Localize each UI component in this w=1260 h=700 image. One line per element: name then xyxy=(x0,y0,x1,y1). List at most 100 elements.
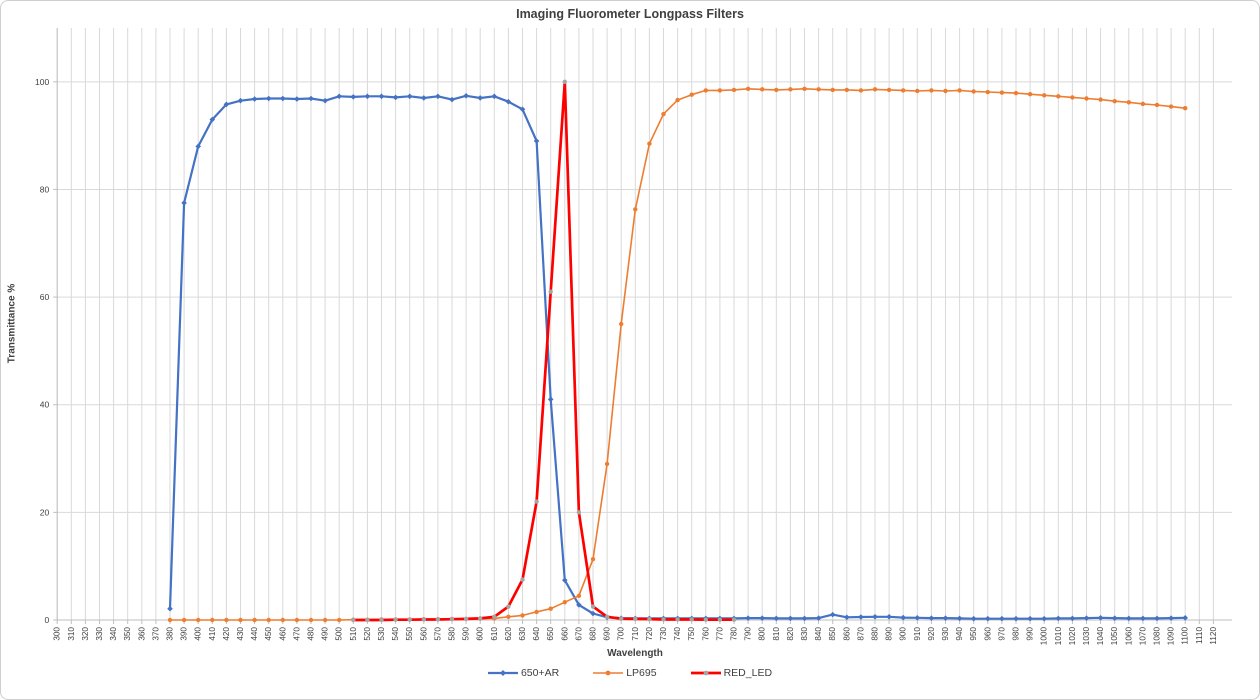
svg-text:970: 970 xyxy=(997,627,1006,641)
svg-text:680: 680 xyxy=(589,627,598,641)
series-red-led xyxy=(351,79,737,623)
legend-swatch-icon xyxy=(690,670,721,676)
svg-text:350: 350 xyxy=(123,627,132,641)
svg-text:640: 640 xyxy=(532,627,541,641)
legend-item-red-led: RED_LED xyxy=(690,667,773,679)
svg-text:1050: 1050 xyxy=(1110,627,1119,646)
svg-text:1100: 1100 xyxy=(1181,627,1190,645)
svg-text:690: 690 xyxy=(603,627,612,641)
svg-text:1020: 1020 xyxy=(1068,627,1077,646)
svg-text:100: 100 xyxy=(35,77,49,87)
legend-swatch-icon xyxy=(487,670,518,676)
svg-text:560: 560 xyxy=(419,627,428,641)
svg-text:390: 390 xyxy=(180,627,189,641)
axes xyxy=(53,28,1232,624)
svg-text:960: 960 xyxy=(983,627,992,641)
svg-text:730: 730 xyxy=(659,627,668,641)
svg-text:870: 870 xyxy=(856,627,865,641)
svg-text:40: 40 xyxy=(40,400,50,410)
svg-text:980: 980 xyxy=(1012,627,1021,641)
svg-text:80: 80 xyxy=(40,184,50,194)
legend-label: LP695 xyxy=(626,667,657,679)
y-tick-labels: 0 20 40 60 80 100 xyxy=(35,77,49,625)
svg-text:500: 500 xyxy=(335,627,344,641)
svg-text:1040: 1040 xyxy=(1096,627,1105,646)
svg-text:700: 700 xyxy=(617,627,626,641)
svg-text:360: 360 xyxy=(137,627,146,641)
svg-text:340: 340 xyxy=(109,627,118,641)
chart-legend: 650+AR LP695 RED_LED xyxy=(0,667,1260,679)
legend-label: RED_LED xyxy=(723,667,773,679)
svg-text:780: 780 xyxy=(730,627,739,641)
svg-text:480: 480 xyxy=(307,627,316,641)
svg-text:400: 400 xyxy=(194,627,203,641)
svg-text:330: 330 xyxy=(95,627,104,641)
series-markers xyxy=(167,93,1188,622)
svg-text:450: 450 xyxy=(264,627,273,641)
svg-text:1060: 1060 xyxy=(1124,627,1133,646)
svg-text:990: 990 xyxy=(1026,627,1035,641)
svg-text:710: 710 xyxy=(631,627,640,641)
gridlines xyxy=(56,28,1232,620)
svg-text:770: 770 xyxy=(715,627,724,641)
svg-text:920: 920 xyxy=(927,627,936,641)
svg-text:580: 580 xyxy=(448,627,457,641)
svg-text:520: 520 xyxy=(363,627,372,641)
svg-text:430: 430 xyxy=(236,627,245,641)
svg-text:310: 310 xyxy=(67,627,76,641)
svg-text:890: 890 xyxy=(885,627,894,641)
svg-text:1070: 1070 xyxy=(1138,627,1147,646)
svg-text:670: 670 xyxy=(574,627,583,641)
svg-text:320: 320 xyxy=(81,627,90,641)
svg-text:530: 530 xyxy=(377,627,386,641)
svg-text:950: 950 xyxy=(969,627,978,641)
svg-text:910: 910 xyxy=(913,627,922,641)
svg-text:650: 650 xyxy=(546,627,555,641)
svg-text:470: 470 xyxy=(292,627,301,641)
svg-text:570: 570 xyxy=(433,627,442,641)
svg-text:1000: 1000 xyxy=(1040,627,1049,646)
svg-text:590: 590 xyxy=(462,627,471,641)
svg-text:930: 930 xyxy=(941,627,950,641)
legend-label: 650+AR xyxy=(520,667,560,679)
svg-text:380: 380 xyxy=(166,627,175,641)
svg-text:460: 460 xyxy=(278,627,287,641)
svg-text:740: 740 xyxy=(673,627,682,641)
chart-title: Imaging Fluorometer Longpass Filters xyxy=(516,7,744,21)
svg-text:440: 440 xyxy=(250,627,259,641)
svg-text:410: 410 xyxy=(208,627,217,641)
series-markers xyxy=(351,79,737,623)
svg-text:810: 810 xyxy=(772,627,781,641)
svg-text:1090: 1090 xyxy=(1167,627,1176,646)
svg-text:630: 630 xyxy=(518,627,527,641)
svg-text:370: 370 xyxy=(151,627,160,641)
svg-text:1110: 1110 xyxy=(1195,627,1204,644)
legend-item-650-ar: 650+AR xyxy=(487,667,560,679)
svg-text:860: 860 xyxy=(842,627,851,641)
svg-text:60: 60 xyxy=(40,292,50,302)
x-tick-labels: 300 310 320 330 340 350 360 370 380 390 400 410 420 4… xyxy=(53,627,1218,646)
svg-text:760: 760 xyxy=(701,627,710,641)
svg-text:820: 820 xyxy=(786,627,795,641)
svg-text:750: 750 xyxy=(687,627,696,641)
legend-swatch-icon xyxy=(593,670,624,676)
svg-text:1010: 1010 xyxy=(1054,627,1063,646)
svg-text:1030: 1030 xyxy=(1082,627,1091,646)
svg-text:420: 420 xyxy=(222,627,231,641)
svg-text:900: 900 xyxy=(899,627,908,641)
legend-item-lp695: LP695 xyxy=(593,667,657,679)
svg-text:850: 850 xyxy=(828,627,837,641)
svg-text:720: 720 xyxy=(645,627,654,641)
svg-text:880: 880 xyxy=(871,627,880,641)
svg-text:20: 20 xyxy=(40,507,50,517)
x-axis-title: Wavelength xyxy=(607,648,663,659)
svg-text:660: 660 xyxy=(560,627,569,641)
svg-text:550: 550 xyxy=(405,627,414,641)
svg-text:510: 510 xyxy=(349,627,358,641)
svg-text:940: 940 xyxy=(955,627,964,641)
svg-text:300: 300 xyxy=(53,627,62,641)
svg-text:540: 540 xyxy=(391,627,400,641)
svg-text:800: 800 xyxy=(758,627,767,641)
